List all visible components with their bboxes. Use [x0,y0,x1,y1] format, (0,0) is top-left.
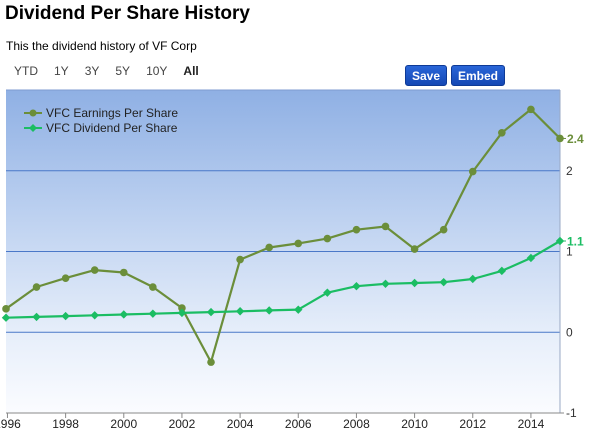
data-point [119,310,128,319]
y-tick-label: -1 [566,406,577,420]
legend-marker [29,124,37,132]
x-tick-label: 2008 [343,417,370,431]
x-tick-label: 2000 [110,417,137,431]
series-line [5,240,561,319]
page-title: Dividend Per Share History [5,3,250,24]
data-point [265,243,273,252]
data-point [439,225,448,234]
legend-label: VFC Dividend Per Share [46,121,178,135]
data-point [32,283,41,291]
data-point [352,282,361,291]
data-point [468,167,477,176]
data-point [410,245,419,253]
page-subtitle: This the dividend history of VF Corp [6,39,197,53]
data-point [177,308,187,318]
range-all-button[interactable]: All [183,64,199,78]
range-1y-button[interactable]: 1Y [54,64,69,78]
data-point [526,253,536,263]
data-point [178,304,186,312]
x-tick-label: 2006 [285,417,312,431]
data-point [381,279,390,288]
legend-marker [29,109,37,117]
data-point [498,128,506,137]
data-point [149,283,157,291]
data-point [439,277,448,287]
data-point [323,234,332,243]
data-point [32,312,41,322]
range-3y-button[interactable]: 3Y [84,64,100,78]
data-point [352,225,361,234]
data-point [468,274,477,284]
data-point [235,307,245,316]
data-point [207,358,215,366]
save-button[interactable]: Save [405,65,447,86]
data-point [61,311,70,321]
data-point [264,306,274,315]
range-selector: YTD 1Y 3Y 5Y 10Y All [6,63,207,79]
x-tick-label: 2004 [227,417,254,431]
data-point [410,278,419,288]
data-point [381,222,390,231]
range-ytd-button[interactable]: YTD [14,64,38,78]
embed-button[interactable]: Embed [451,65,505,86]
series-end-label: 1.1 [567,235,584,249]
range-10y-button[interactable]: 10Y [146,64,168,78]
data-point [61,274,70,282]
x-tick-label: 2002 [169,417,196,431]
data-point [148,309,158,318]
legend-label: VFC Earnings Per Share [46,106,178,120]
data-point [527,105,535,114]
x-tick-label: 1998 [52,417,79,431]
data-point [236,255,244,264]
data-point [497,266,507,276]
x-tick-label: 2010 [401,417,428,431]
data-point [90,266,99,274]
y-tick-label: 0 [566,325,573,339]
data-point [206,307,216,317]
x-tick-label: 2014 [518,417,545,431]
data-point [294,305,303,314]
series-line [5,108,561,364]
data-point [323,288,332,297]
data-point [90,311,99,320]
data-point [1,313,11,322]
range-5y-button[interactable]: 5Y [115,64,131,78]
y-tick-label: 1 [566,245,573,259]
data-point [119,268,128,277]
data-point [2,305,10,313]
x-tick-label: 2012 [459,417,486,431]
series-end-label: 2.4 [567,132,584,146]
data-point [294,239,303,248]
y-tick-label: 2 [566,164,573,178]
